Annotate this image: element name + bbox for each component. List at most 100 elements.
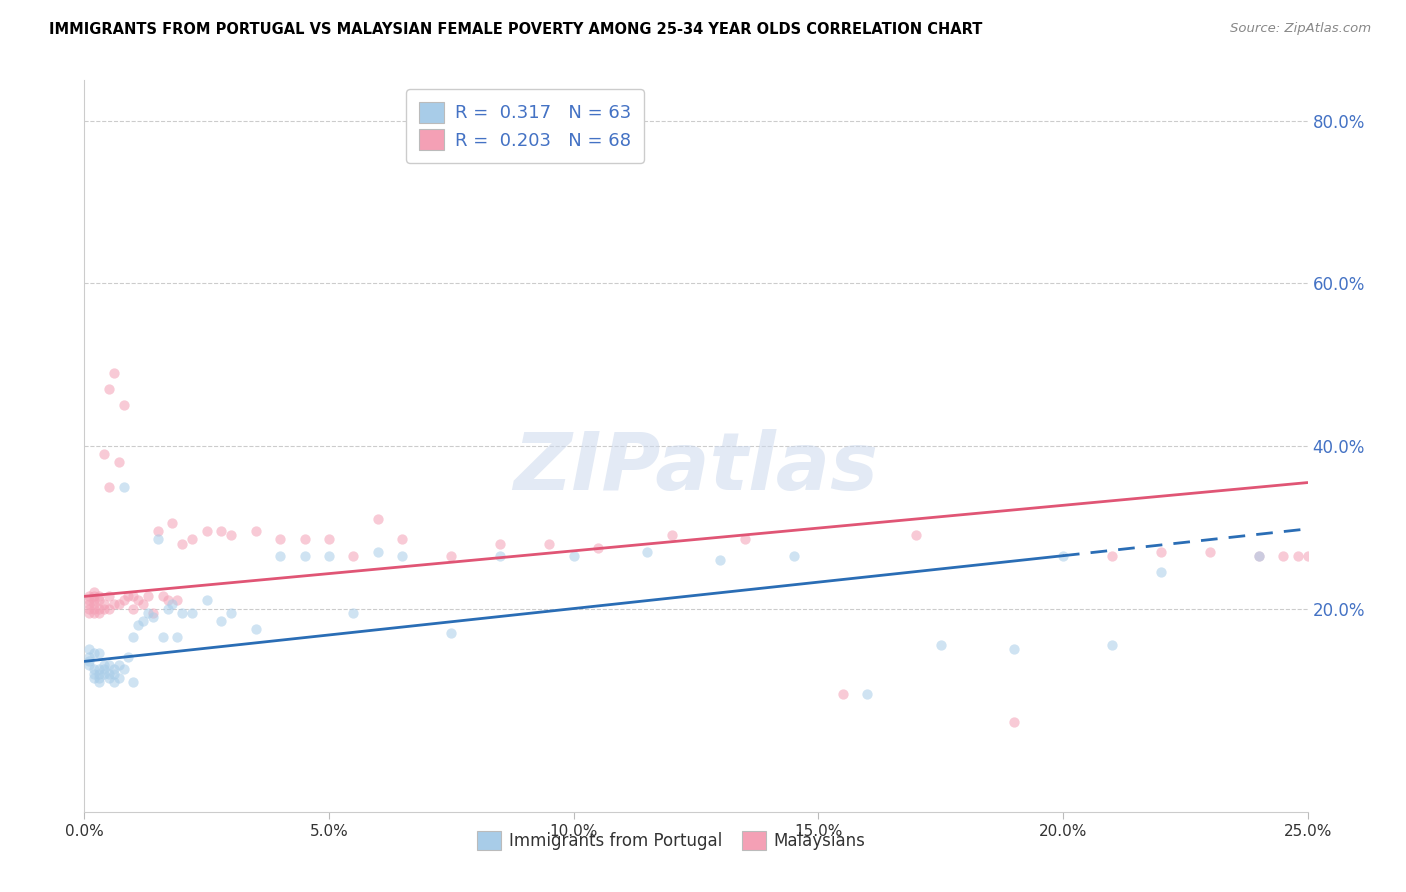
Point xyxy=(318,533,340,547)
Point xyxy=(166,630,188,644)
Point xyxy=(1150,565,1173,579)
Point xyxy=(112,663,135,677)
Point xyxy=(107,455,129,469)
Point xyxy=(97,671,120,685)
Point xyxy=(103,598,125,612)
Point xyxy=(83,646,105,660)
Point xyxy=(162,598,184,612)
Point xyxy=(156,601,179,615)
Legend: Immigrants from Portugal, Malaysians: Immigrants from Portugal, Malaysians xyxy=(470,822,875,858)
Point xyxy=(342,549,364,563)
Point xyxy=(136,590,159,604)
Point xyxy=(562,549,585,563)
Point xyxy=(77,598,100,612)
Point xyxy=(195,524,218,539)
Point xyxy=(831,687,853,701)
Point xyxy=(83,590,105,604)
Point xyxy=(181,606,204,620)
Point xyxy=(127,617,149,632)
Point xyxy=(77,601,100,615)
Point xyxy=(97,658,120,673)
Text: IMMIGRANTS FROM PORTUGAL VS MALAYSIAN FEMALE POVERTY AMONG 25-34 YEAR OLDS CORRE: IMMIGRANTS FROM PORTUGAL VS MALAYSIAN FE… xyxy=(49,22,983,37)
Point xyxy=(83,606,105,620)
Point xyxy=(440,626,463,640)
Point xyxy=(87,601,110,615)
Point xyxy=(87,606,110,620)
Point xyxy=(783,549,806,563)
Point xyxy=(709,553,731,567)
Point xyxy=(1247,549,1270,563)
Point xyxy=(93,447,115,461)
Point xyxy=(122,590,145,604)
Point xyxy=(1198,544,1220,558)
Point xyxy=(77,590,100,604)
Point xyxy=(181,533,204,547)
Point xyxy=(1002,642,1025,657)
Point xyxy=(142,609,165,624)
Point xyxy=(172,606,194,620)
Point xyxy=(103,663,125,677)
Point xyxy=(1101,638,1123,652)
Point xyxy=(83,663,105,677)
Point xyxy=(132,614,155,628)
Point xyxy=(318,549,340,563)
Point xyxy=(83,666,105,681)
Point xyxy=(269,549,291,563)
Point xyxy=(83,671,105,685)
Point xyxy=(112,480,135,494)
Point xyxy=(391,549,413,563)
Text: Source: ZipAtlas.com: Source: ZipAtlas.com xyxy=(1230,22,1371,36)
Point xyxy=(87,674,110,689)
Point xyxy=(146,524,169,539)
Point xyxy=(87,593,110,607)
Point xyxy=(146,533,169,547)
Point xyxy=(152,590,174,604)
Point xyxy=(83,585,105,599)
Point xyxy=(586,541,609,555)
Point xyxy=(112,398,135,412)
Point xyxy=(107,671,129,685)
Point xyxy=(342,606,364,620)
Point xyxy=(77,642,100,657)
Point xyxy=(538,536,561,550)
Point xyxy=(172,536,194,550)
Point xyxy=(489,549,512,563)
Point xyxy=(87,663,110,677)
Point xyxy=(97,666,120,681)
Point xyxy=(1272,549,1295,563)
Point xyxy=(93,663,115,677)
Point xyxy=(93,666,115,681)
Point xyxy=(107,598,129,612)
Point xyxy=(294,549,316,563)
Point xyxy=(97,382,120,396)
Point xyxy=(166,593,188,607)
Point xyxy=(107,658,129,673)
Point xyxy=(103,674,125,689)
Point xyxy=(97,590,120,604)
Point xyxy=(209,614,232,628)
Point xyxy=(209,524,232,539)
Point xyxy=(1296,549,1319,563)
Point xyxy=(122,601,145,615)
Point xyxy=(162,516,184,531)
Point xyxy=(122,674,145,689)
Point xyxy=(269,533,291,547)
Point xyxy=(195,593,218,607)
Point xyxy=(77,654,100,668)
Point xyxy=(122,630,145,644)
Point xyxy=(136,606,159,620)
Point xyxy=(929,638,952,652)
Point xyxy=(87,646,110,660)
Point xyxy=(245,622,267,636)
Point xyxy=(93,598,115,612)
Point xyxy=(391,533,413,547)
Point xyxy=(1286,549,1309,563)
Point xyxy=(489,536,512,550)
Point xyxy=(367,544,389,558)
Point xyxy=(117,650,139,665)
Point xyxy=(97,601,120,615)
Point xyxy=(77,658,100,673)
Point xyxy=(83,601,105,615)
Point xyxy=(440,549,463,563)
Point xyxy=(856,687,879,701)
